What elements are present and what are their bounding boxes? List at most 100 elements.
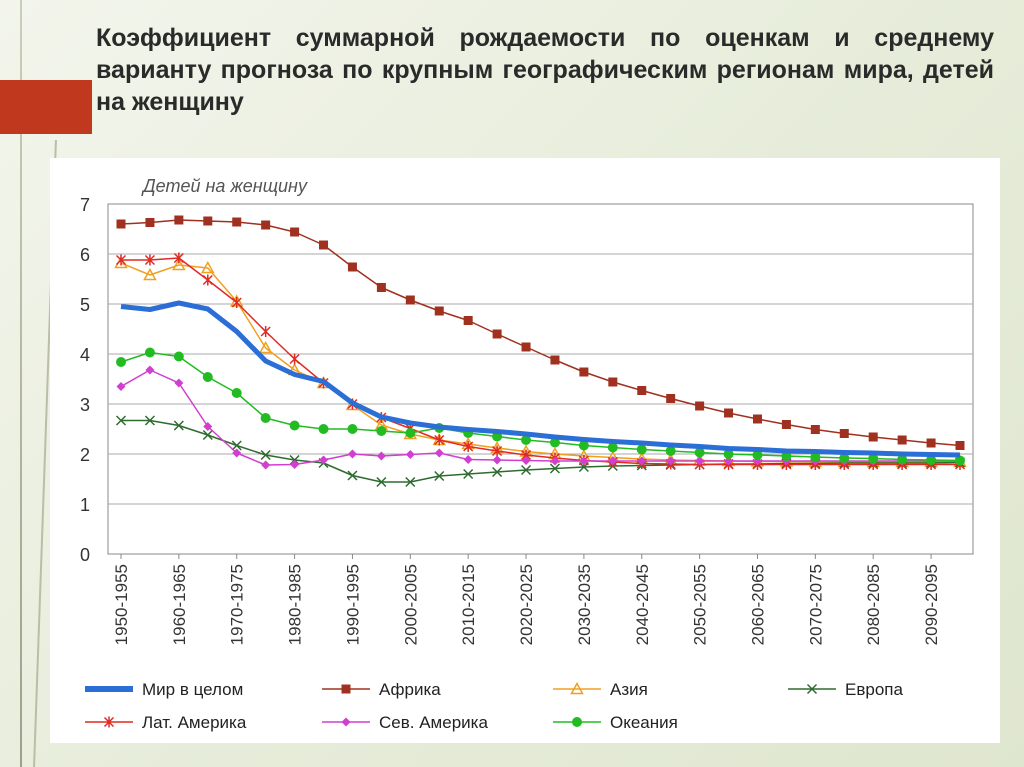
legend-marker (341, 717, 351, 727)
data-point (434, 434, 445, 446)
data-point (318, 424, 329, 434)
data-point (549, 463, 560, 474)
data-point (261, 460, 271, 470)
legend-label: Азия (610, 680, 648, 699)
legend-item: Мир в целом (85, 680, 243, 699)
legend-label: Океания (610, 713, 678, 732)
data-point (173, 252, 184, 264)
x-tick-label: 1970-1975 (228, 564, 247, 645)
data-point (405, 295, 415, 305)
legend-item: Европа (788, 680, 903, 699)
legend-item: Сев. Америка (322, 713, 488, 732)
x-tick-label: 2070-2075 (806, 564, 825, 645)
data-point (260, 449, 271, 461)
data-point (203, 422, 213, 431)
data-point (376, 476, 387, 488)
data-point (231, 297, 242, 308)
data-point (897, 435, 907, 445)
data-point (521, 464, 532, 476)
data-point (752, 450, 763, 460)
data-point (115, 415, 127, 426)
data-point (608, 377, 618, 387)
y-tick-label: 3 (80, 395, 90, 415)
data-point (637, 456, 647, 466)
data-point (926, 438, 936, 448)
data-point (173, 351, 184, 362)
data-point (261, 220, 271, 230)
data-point (202, 274, 213, 286)
chart-container: Детей на женщину 0 1 2 3 4 5 6 7 1950-1955 1960-… (50, 158, 1000, 743)
data-point (695, 456, 705, 466)
data-point (897, 454, 908, 465)
data-point (810, 452, 821, 462)
data-point (144, 415, 155, 426)
x-tick-label: 2060-2065 (748, 564, 767, 645)
data-point (665, 446, 676, 456)
series-Африка (116, 215, 965, 450)
x-tick-label: 2040-2045 (633, 564, 652, 645)
data-point (492, 466, 503, 478)
data-point (637, 386, 647, 395)
accent-bar (0, 80, 92, 134)
data-point (463, 441, 474, 452)
data-point (463, 316, 473, 325)
data-point (376, 426, 387, 436)
legend-label: Африка (379, 680, 441, 699)
data-point (724, 408, 734, 418)
data-point (955, 455, 965, 466)
legend-item: Океания (553, 713, 678, 732)
y-tick-label: 5 (80, 295, 90, 315)
y-tick-label: 2 (80, 445, 90, 465)
data-point (578, 440, 589, 451)
data-point (550, 456, 560, 466)
data-point (521, 456, 531, 465)
data-point (839, 429, 849, 438)
data-point (289, 353, 300, 365)
legend-item: Азия (553, 680, 648, 699)
data-point (405, 476, 416, 488)
legend-label: Сев. Америка (379, 713, 488, 732)
data-point (724, 456, 734, 466)
legend-marker (570, 681, 584, 695)
x-tick-label: 2090-2095 (922, 564, 941, 645)
data-point (290, 227, 300, 237)
data-point (347, 424, 358, 434)
series-line (121, 419, 961, 483)
data-point (347, 262, 357, 272)
data-point (666, 456, 676, 466)
y-tick-label: 0 (80, 545, 90, 565)
data-point (376, 451, 386, 461)
series-line (120, 369, 960, 466)
data-point (289, 420, 300, 431)
data-point (434, 470, 445, 482)
data-point (521, 342, 531, 352)
data-point (926, 455, 937, 465)
data-point (174, 378, 184, 388)
data-point (145, 218, 155, 227)
data-point (347, 470, 358, 481)
x-tick-label: 1980-1985 (286, 564, 305, 645)
data-point (405, 450, 415, 459)
series-line (120, 300, 961, 458)
data-point (143, 267, 157, 281)
data-point (258, 340, 273, 354)
data-point (116, 219, 126, 229)
data-point (116, 382, 126, 391)
data-point (405, 428, 416, 438)
data-point (232, 448, 242, 458)
data-point (347, 449, 357, 459)
data-point (608, 456, 618, 466)
series-line (121, 257, 960, 466)
x-tick-label: 2030-2035 (575, 564, 594, 645)
x-tick-label: 1990-1995 (343, 564, 362, 645)
y-tick-label: 4 (80, 345, 90, 365)
legend-item: Лат. Америка (85, 713, 247, 732)
y-axis-label: Детей на женщину (141, 176, 308, 196)
data-point (781, 420, 791, 429)
data-point (579, 367, 589, 377)
decorative-line (20, 0, 22, 767)
series-Мир в целом (120, 300, 961, 458)
legend-item: Африка (322, 680, 441, 699)
data-point (695, 401, 705, 411)
data-point (868, 453, 879, 464)
